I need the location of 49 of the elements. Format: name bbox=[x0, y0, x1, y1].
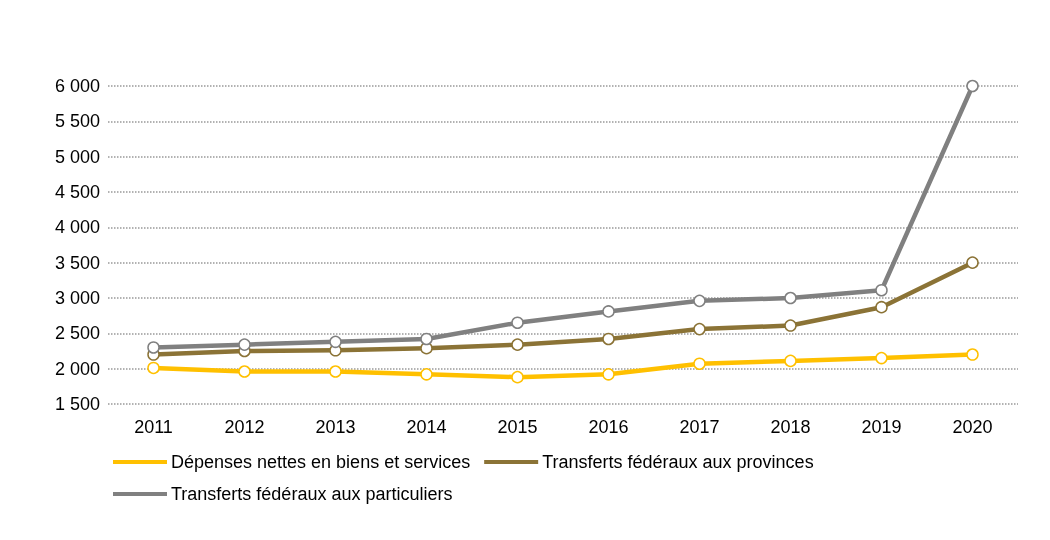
y-tick-label: 4 000 bbox=[54, 217, 100, 238]
point bbox=[511, 370, 524, 384]
point bbox=[875, 300, 888, 314]
x-tick-label: 2017 bbox=[679, 417, 720, 437]
point bbox=[420, 332, 433, 346]
point bbox=[966, 348, 979, 361]
point bbox=[602, 368, 615, 381]
x-tick-label: 2015 bbox=[497, 417, 538, 437]
x-tick-label: 2020 bbox=[952, 417, 993, 437]
point bbox=[147, 361, 160, 375]
point bbox=[420, 368, 433, 381]
x-tick-label: 2012 bbox=[224, 417, 265, 437]
point bbox=[784, 291, 797, 305]
point bbox=[602, 305, 615, 318]
y-tick-label: 4 500 bbox=[54, 182, 100, 202]
y-tick-label: 3 000 bbox=[54, 288, 100, 308]
y-tick-label: 6 000 bbox=[54, 76, 100, 96]
legend-label: Transferts fédéraux aux particuliers bbox=[171, 484, 453, 504]
point bbox=[238, 338, 251, 351]
x-tick-label: 2014 bbox=[406, 417, 447, 437]
y-tick-label: 2 500 bbox=[54, 323, 100, 344]
x-tick-label: 2013 bbox=[315, 417, 356, 437]
point bbox=[693, 322, 706, 336]
x-tick-label: 2016 bbox=[588, 417, 629, 437]
point bbox=[511, 338, 524, 351]
point bbox=[238, 365, 251, 378]
y-tick-label: 5 500 bbox=[54, 111, 100, 132]
x-tick-label: 2018 bbox=[770, 417, 811, 437]
point bbox=[147, 341, 160, 354]
point bbox=[511, 316, 524, 329]
point bbox=[329, 335, 342, 349]
point bbox=[784, 319, 797, 332]
point bbox=[602, 332, 615, 346]
x-tick-label: 2019 bbox=[861, 417, 902, 437]
legend-label: Transferts fédéraux aux provinces bbox=[542, 452, 814, 472]
y-tick-label: 2 000 bbox=[54, 358, 100, 379]
point bbox=[693, 294, 706, 308]
point bbox=[875, 283, 888, 297]
point bbox=[966, 256, 979, 269]
y-tick-label: 1 500 bbox=[54, 394, 100, 414]
x-tick-label: 2011 bbox=[134, 417, 173, 437]
y-tick-label: 3 500 bbox=[54, 252, 100, 273]
point bbox=[329, 365, 342, 378]
point bbox=[784, 354, 797, 368]
y-tick-label: 5 000 bbox=[54, 146, 100, 167]
point bbox=[693, 357, 706, 370]
point bbox=[875, 351, 888, 365]
point bbox=[966, 79, 979, 93]
legend-label: Dépenses nettes en biens et services bbox=[171, 452, 471, 472]
